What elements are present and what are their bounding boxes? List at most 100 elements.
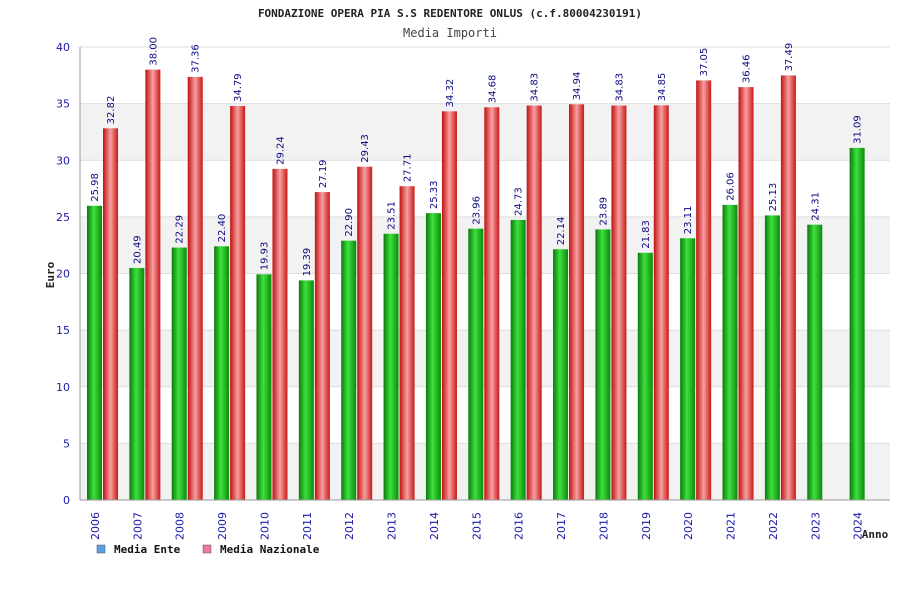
x-tick-label-2016: 2016 (513, 512, 526, 540)
bar-media-nazionale-2010 (272, 168, 288, 500)
data-label-media-nazionale-2007: 38.00 (148, 37, 159, 66)
bar-media-ente-2024 (849, 147, 865, 500)
bar-media-ente-2011 (298, 280, 314, 500)
data-label-media-ente-2019: 21.83 (641, 220, 652, 249)
x-tick-label-2007: 2007 (131, 512, 144, 540)
bar-media-ente-2008 (171, 247, 187, 500)
chart-title: FONDAZIONE OPERA PIA S.S REDENTORE ONLUS… (258, 7, 642, 20)
band-35 (80, 47, 890, 104)
y-axis-label: Euro (44, 261, 57, 288)
data-label-media-nazionale-2016: 34.83 (530, 73, 541, 102)
data-label-media-nazionale-2022: 37.49 (784, 43, 795, 72)
bar-media-ente-2016 (510, 219, 526, 501)
bar-media-nazionale-2016 (526, 105, 542, 501)
y-tick-label: 20 (56, 268, 70, 281)
bar-media-nazionale-2017 (569, 104, 585, 500)
bar-media-ente-2006 (87, 205, 102, 501)
y-tick-label: 0 (63, 494, 70, 507)
bar-media-nazionale-2009 (230, 106, 246, 501)
x-tick-label-2009: 2009 (216, 512, 229, 540)
bar-media-ente-2020 (680, 238, 696, 501)
data-label-media-nazionale-2015: 34.68 (487, 75, 498, 104)
data-label-media-ente-2015: 23.96 (471, 196, 482, 225)
legend-label-media-nazionale: Media Nazionale (220, 543, 320, 556)
x-tick-label-2017: 2017 (555, 512, 568, 540)
bar-media-ente-2023 (807, 224, 823, 500)
x-tick-label-2006: 2006 (89, 512, 102, 540)
x-tick-label-2024: 2024 (852, 512, 865, 540)
bar-media-nazionale-2006 (103, 128, 118, 500)
data-label-media-ente-2008: 22.29 (175, 215, 186, 244)
data-label-media-ente-2023: 24.31 (810, 192, 821, 221)
data-label-media-nazionale-2011: 27.19 (318, 159, 329, 188)
data-label-media-ente-2022: 25.13 (768, 183, 779, 212)
data-label-media-ente-2009: 22.40 (217, 214, 228, 243)
bar-media-ente-2009 (214, 246, 230, 500)
legend-label-media-ente: Media Ente (114, 543, 181, 556)
data-label-media-nazionale-2010: 29.24 (275, 136, 286, 165)
bar-media-nazionale-2019 (653, 105, 669, 500)
x-tick-label-2014: 2014 (428, 512, 441, 540)
data-label-media-ente-2012: 22.90 (344, 208, 355, 237)
bar-media-ente-2013 (383, 233, 399, 500)
legend: Media Ente Media Nazionale (96, 543, 320, 556)
bar-media-ente-2018 (595, 229, 611, 501)
x-tick-label-2020: 2020 (682, 512, 695, 540)
bar-media-ente-2017 (553, 249, 569, 500)
bar-media-nazionale-2014 (441, 111, 457, 501)
bar-media-nazionale-2012 (357, 166, 373, 500)
data-label-media-nazionale-2017: 34.94 (572, 72, 583, 101)
data-label-media-ente-2024: 31.09 (853, 115, 864, 144)
x-tick-label-2021: 2021 (725, 512, 738, 540)
bar-media-nazionale-2011 (314, 192, 330, 501)
data-label-media-ente-2016: 24.73 (514, 187, 525, 216)
bar-media-nazionale-2022 (780, 75, 796, 500)
x-tick-label-2019: 2019 (640, 512, 653, 540)
bar-media-nazionale-2020 (696, 80, 712, 500)
y-tick-label: 5 (63, 437, 70, 450)
bar-media-nazionale-2018 (611, 105, 627, 501)
x-tick-label-2008: 2008 (174, 512, 187, 540)
x-tick-label-2010: 2010 (258, 512, 271, 540)
data-label-media-ente-2006: 25.98 (90, 173, 101, 202)
chart-subtitle: Media Importi (403, 26, 497, 40)
bar-media-ente-2012 (341, 240, 357, 500)
x-tick-label-2012: 2012 (343, 512, 356, 540)
bar-media-nazionale-2015 (484, 107, 500, 501)
x-tick-label-2018: 2018 (597, 512, 610, 540)
data-label-media-ente-2011: 19.39 (302, 248, 313, 277)
y-tick-label: 40 (56, 41, 70, 54)
x-axis-ticks: 2006 2007 2008 2009 2010 2011 2012 2013 2014 2015… (89, 512, 865, 540)
data-label-media-ente-2018: 23.89 (598, 197, 609, 226)
data-label-media-ente-2017: 22.14 (556, 217, 567, 246)
bar-media-ente-2021 (722, 204, 738, 501)
bar-media-ente-2019 (637, 252, 653, 500)
data-label-media-ente-2007: 20.49 (132, 235, 143, 264)
y-tick-label: 10 (56, 381, 70, 394)
data-label-media-nazionale-2019: 34.85 (657, 73, 668, 102)
data-label-media-nazionale-2018: 34.83 (614, 73, 625, 102)
data-label-media-ente-2021: 26.06 (726, 172, 737, 201)
data-label-media-ente-2020: 23.11 (683, 206, 694, 235)
legend-swatch-media-nazionale (202, 544, 212, 554)
x-axis-label: Anno (862, 528, 889, 541)
data-label-media-nazionale-2020: 37.05 (699, 48, 710, 77)
bar-media-ente-2007 (129, 267, 145, 500)
bars (87, 69, 865, 501)
legend-swatch-media-ente (96, 544, 106, 554)
data-label-media-ente-2014: 25.33 (429, 180, 440, 209)
bar-media-nazionale-2013 (399, 186, 415, 500)
y-tick-label: 25 (56, 211, 70, 224)
data-label-media-ente-2013: 23.51 (387, 201, 398, 230)
data-label-media-nazionale-2006: 32.82 (106, 96, 117, 125)
y-tick-label: 30 (56, 154, 70, 167)
bar-media-ente-2015 (468, 228, 484, 500)
y-tick-label: 15 (56, 324, 70, 337)
bar-media-nazionale-2021 (738, 87, 754, 500)
data-label-media-nazionale-2013: 27.71 (403, 154, 414, 183)
data-label-media-nazionale-2014: 34.32 (445, 79, 456, 108)
y-tick-label: 35 (56, 98, 70, 111)
data-labels: 25.98 32.82 20.49 38.00 22.29 37.36 22.40 34.79… (90, 37, 864, 276)
bar-media-nazionale-2008 (187, 76, 203, 500)
